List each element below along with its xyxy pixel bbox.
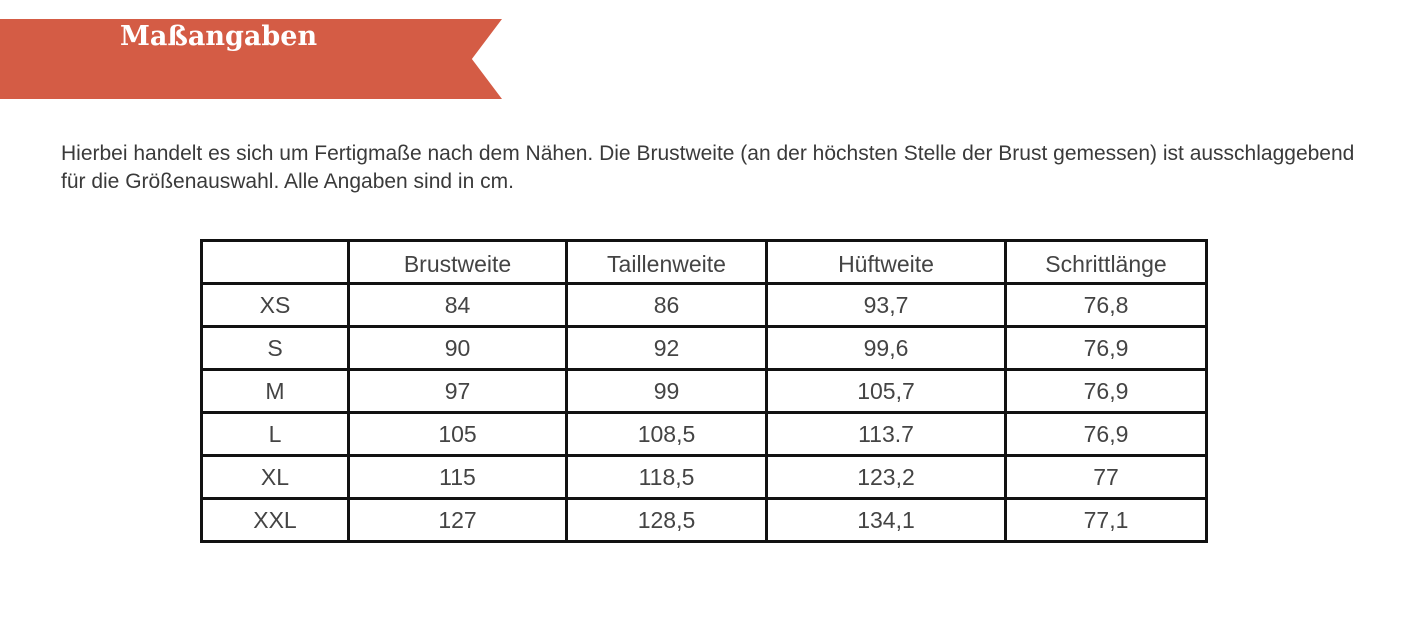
header-cell-hueftweite: Hüftweite: [765, 239, 1007, 285]
table-cell: 90: [347, 325, 568, 371]
table-cell: 77,1: [1004, 497, 1208, 543]
table-cell: 108,5: [565, 411, 768, 457]
table-cell: 93,7: [765, 282, 1007, 328]
table-cell: 76,9: [1004, 411, 1208, 457]
table-row: XXL 127 128,5 134,1 77,1: [200, 497, 1208, 543]
table-cell: 92: [565, 325, 768, 371]
table-cell: 134,1: [765, 497, 1007, 543]
size-label-cell: XXL: [200, 497, 350, 543]
table-row: S 90 92 99,6 76,9: [200, 325, 1208, 371]
table-cell: 99: [565, 368, 768, 414]
size-label-cell: L: [200, 411, 350, 457]
header-cell-taillenweite: Taillenweite: [565, 239, 768, 285]
table-row: XS 84 86 93,7 76,8: [200, 282, 1208, 328]
size-label-cell: XL: [200, 454, 350, 500]
size-label-cell: XS: [200, 282, 350, 328]
table-cell: 128,5: [565, 497, 768, 543]
table-cell: 84: [347, 282, 568, 328]
table-cell: 99,6: [765, 325, 1007, 371]
table-cell: 97: [347, 368, 568, 414]
header-cell-size: [200, 239, 350, 285]
title-banner: [0, 19, 502, 99]
table-cell: 113.7: [765, 411, 1007, 457]
size-label-cell: S: [200, 325, 350, 371]
table-header-row: Brustweite Taillenweite Hüftweite Schrit…: [200, 239, 1208, 285]
table-cell: 77: [1004, 454, 1208, 500]
table-cell: 115: [347, 454, 568, 500]
size-label-cell: M: [200, 368, 350, 414]
table-cell: 76,9: [1004, 325, 1208, 371]
table-cell: 123,2: [765, 454, 1007, 500]
size-table: Brustweite Taillenweite Hüftweite Schrit…: [200, 239, 1208, 543]
table-cell: 105: [347, 411, 568, 457]
table-cell: 76,8: [1004, 282, 1208, 328]
table-cell: 127: [347, 497, 568, 543]
table-cell: 76,9: [1004, 368, 1208, 414]
header-cell-brustweite: Brustweite: [347, 239, 568, 285]
table-cell: 105,7: [765, 368, 1007, 414]
table-cell: 118,5: [565, 454, 768, 500]
table-row: M 97 99 105,7 76,9: [200, 368, 1208, 414]
table-row: XL 115 118,5 123,2 77: [200, 454, 1208, 500]
header-cell-schrittlaenge: Schrittlänge: [1004, 239, 1208, 285]
intro-paragraph: Hierbei handelt es sich um Fertigmaße na…: [61, 142, 1355, 193]
table-cell: 86: [565, 282, 768, 328]
table-row: L 105 108,5 113.7 76,9: [200, 411, 1208, 457]
page-title: Maßangaben: [120, 21, 318, 52]
